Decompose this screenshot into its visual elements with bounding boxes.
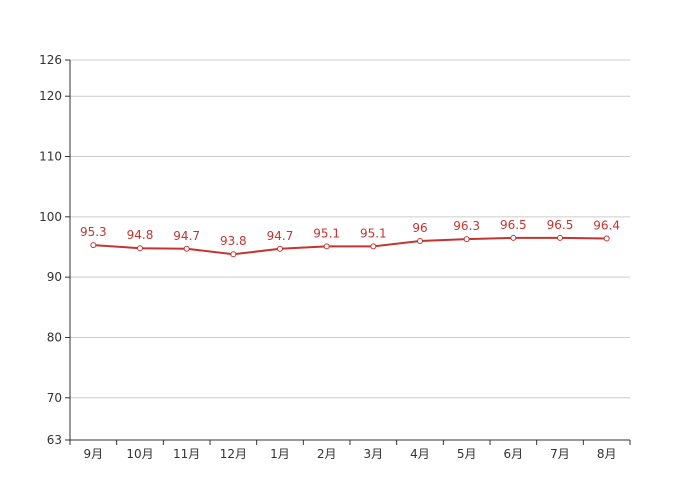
data-point bbox=[277, 245, 283, 252]
data-label: 95.3 bbox=[80, 225, 107, 239]
y-tick-label: 70 bbox=[47, 391, 62, 405]
x-tick-label: 10月 bbox=[126, 447, 153, 461]
series-line bbox=[93, 236, 607, 256]
data-point bbox=[557, 234, 563, 241]
y-tick-label: 100 bbox=[39, 210, 62, 224]
series-line bbox=[93, 236, 607, 256]
x-tick-label: 2月 bbox=[317, 447, 337, 461]
data-label: 95.1 bbox=[313, 226, 340, 240]
x-tick-label: 6月 bbox=[504, 447, 524, 461]
y-tick-label: 90 bbox=[47, 270, 62, 284]
axes bbox=[65, 59, 631, 445]
data-point bbox=[90, 242, 97, 249]
data-label: 94.8 bbox=[127, 228, 154, 242]
data-point bbox=[463, 236, 470, 243]
y-tick-label: 126 bbox=[39, 53, 62, 67]
data-label: 96.4 bbox=[593, 219, 620, 233]
x-tick-labels: 9月 10月 11月 12月 1月 2月 3月 4月 5月 6月 7月 8月 bbox=[84, 447, 617, 461]
y-tick-label: 63 bbox=[47, 433, 62, 447]
y-tick-label: 80 bbox=[47, 330, 62, 344]
data-point bbox=[417, 237, 423, 244]
x-tick-label: 9月 bbox=[84, 447, 104, 461]
data-label: 95.1 bbox=[360, 226, 387, 240]
data-point bbox=[603, 235, 610, 242]
data-label: 96 bbox=[412, 221, 427, 235]
grid-lines bbox=[70, 59, 630, 399]
y-tick-label: 120 bbox=[39, 89, 62, 103]
data-point bbox=[323, 243, 330, 250]
data-point bbox=[183, 245, 190, 252]
data-label: 96.5 bbox=[500, 218, 527, 232]
data-label: 93.8 bbox=[220, 234, 247, 248]
x-tick-label: 7月 bbox=[550, 447, 570, 461]
data-points bbox=[90, 234, 610, 258]
data-label: 96.3 bbox=[453, 219, 480, 233]
x-tick-label: 12月 bbox=[220, 447, 247, 461]
data-label: 94.7 bbox=[173, 229, 200, 243]
data-point bbox=[137, 245, 143, 252]
data-label: 94.7 bbox=[267, 229, 294, 243]
data-point bbox=[370, 243, 377, 250]
y-tick-labels: 63 70 80 90 100 110 120 126 bbox=[39, 53, 62, 447]
x-tick-label: 4月 bbox=[410, 447, 430, 461]
data-point bbox=[510, 234, 517, 241]
x-tick-label: 11月 bbox=[173, 447, 200, 461]
data-point bbox=[230, 251, 237, 258]
x-tick-label: 3月 bbox=[364, 447, 384, 461]
x-tick-label: 5月 bbox=[457, 447, 477, 461]
x-tick-label: 1月 bbox=[270, 447, 290, 461]
y-tick-label: 110 bbox=[39, 150, 62, 164]
x-tick-label: 8月 bbox=[597, 447, 617, 461]
data-label: 96.5 bbox=[547, 218, 574, 232]
data-labels: 95.3 94.8 94.7 93.8 94.7 95.1 95.1 96 96.3 96.5 96… bbox=[80, 218, 620, 248]
